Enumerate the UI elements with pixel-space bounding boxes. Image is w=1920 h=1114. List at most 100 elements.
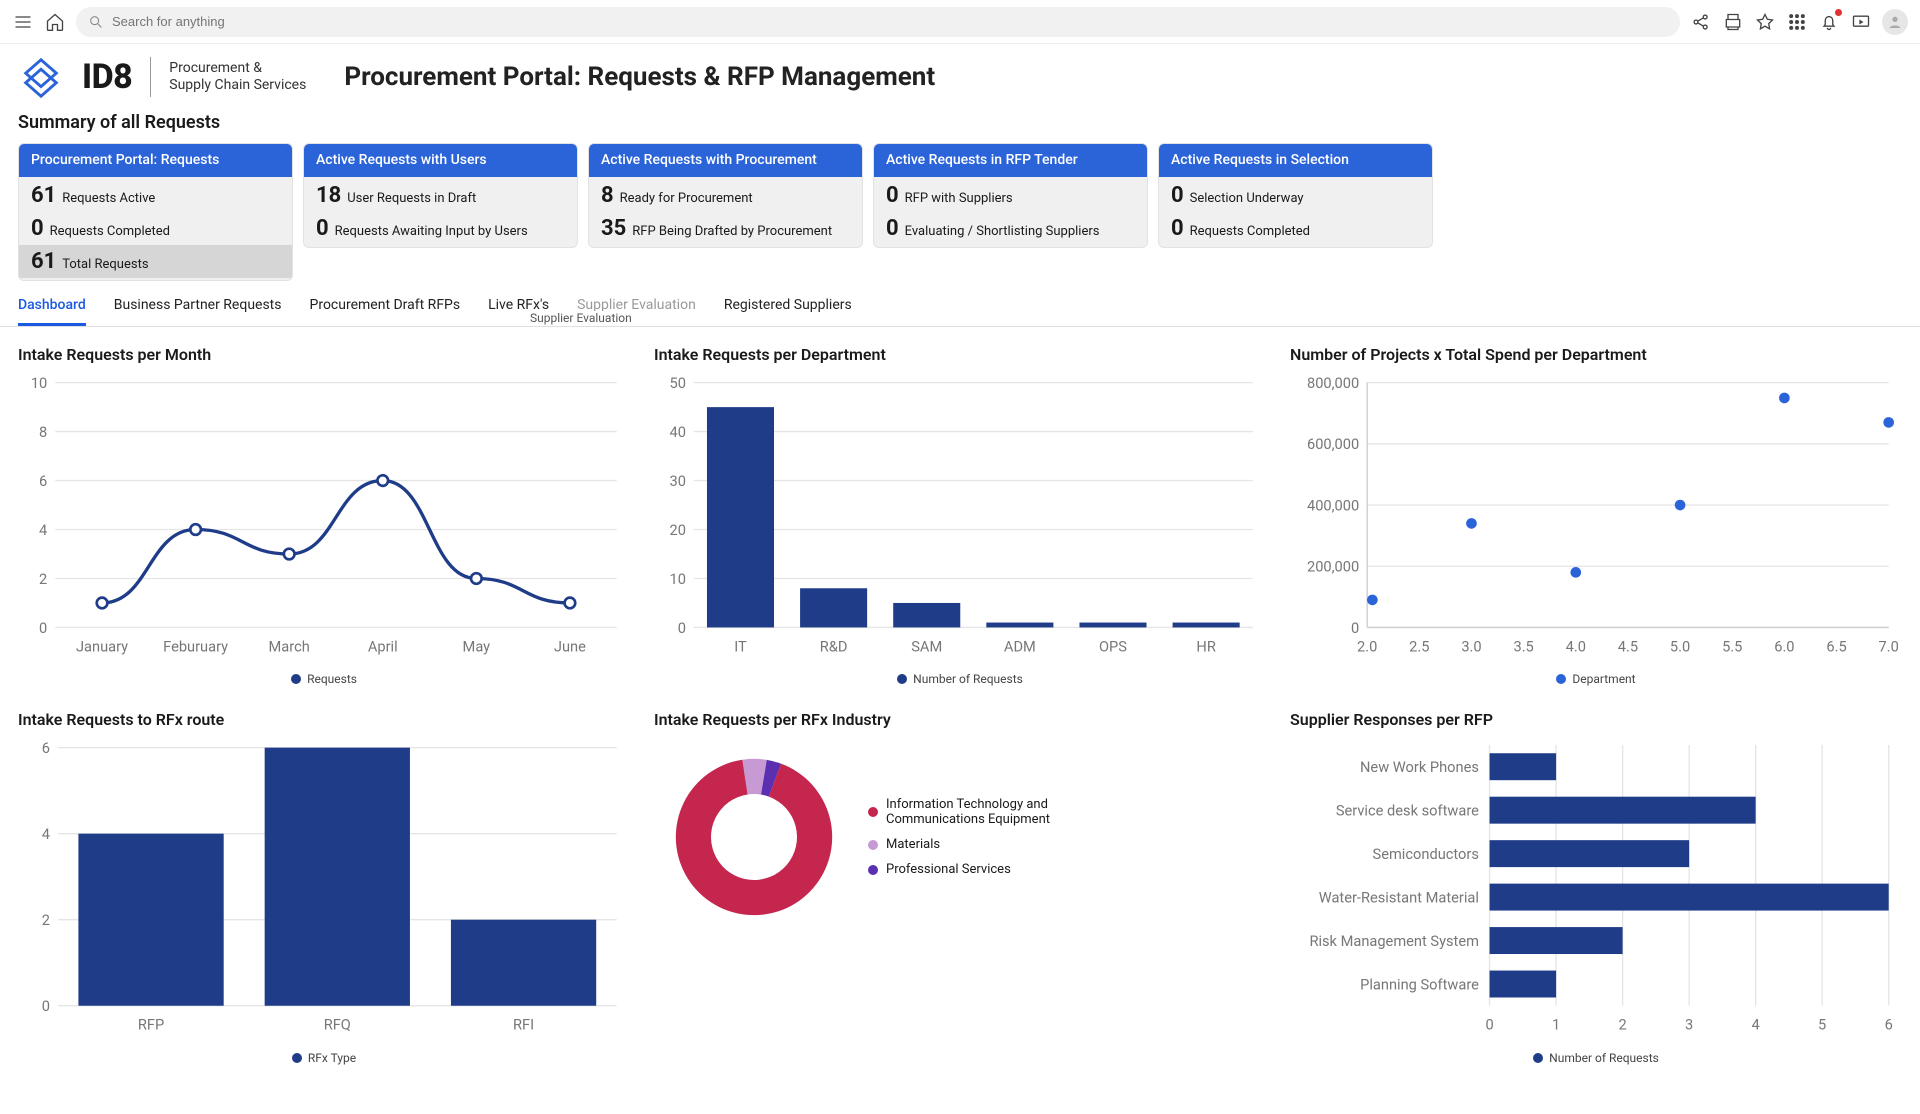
svg-text:10: 10 [669, 570, 685, 588]
bell-icon[interactable] [1818, 11, 1840, 33]
legend-projects-spend: Department [1290, 672, 1902, 686]
brand-header: ID8 Procurement & Supply Chain Services … [0, 44, 1920, 106]
summary-label: Summary of all Requests [0, 106, 1920, 143]
svg-text:June: June [554, 637, 586, 655]
svg-text:4: 4 [42, 825, 50, 843]
search-icon [88, 14, 104, 30]
chart-title: Intake Requests per RFx Industry [654, 710, 1266, 729]
search-bar[interactable] [76, 7, 1680, 37]
avatar[interactable] [1882, 9, 1908, 35]
svg-text:5.5: 5.5 [1722, 637, 1742, 655]
card-header: Active Requests with Procurement [589, 144, 862, 177]
chart-title: Intake Requests to RFx route [18, 710, 630, 729]
hamburger-icon[interactable] [12, 11, 34, 33]
svg-text:1: 1 [1552, 1016, 1560, 1034]
legend-supplier-resp: Number of Requests [1290, 1051, 1902, 1065]
svg-text:2: 2 [1618, 1016, 1626, 1034]
brand-subtitle: Procurement & Supply Chain Services [169, 60, 306, 95]
star-icon[interactable] [1754, 11, 1776, 33]
svg-text:10: 10 [31, 374, 47, 392]
svg-text:0: 0 [1485, 1016, 1493, 1034]
panel-rfx-industry: Intake Requests per RFx Industry Informa… [654, 710, 1266, 1065]
chart-rfx-industry [654, 737, 854, 937]
card-row: 0Requests Awaiting Input by Users [304, 212, 577, 245]
card-row: 0Selection Underway [1159, 179, 1432, 212]
chart-intake-dept: 01020304050ITR&DSAMADMOPSHR [654, 372, 1266, 665]
search-input[interactable] [112, 14, 1668, 29]
svg-text:2: 2 [39, 570, 47, 588]
svg-text:Feburuary: Feburuary [163, 637, 228, 655]
card-header: Active Requests with Users [304, 144, 577, 177]
tab-business-partner-requests[interactable]: Business Partner Requests [114, 297, 282, 326]
tab-registered-suppliers[interactable]: Registered Suppliers [724, 297, 852, 326]
card-row: 0Requests Completed [19, 212, 292, 245]
svg-text:0: 0 [678, 619, 686, 637]
home-icon[interactable] [44, 11, 66, 33]
chart-supplier-resp: 0123456New Work PhonesService desk softw… [1290, 737, 1902, 1043]
svg-text:6: 6 [1885, 1016, 1893, 1034]
summary-card[interactable]: Procurement Portal: Requests61Requests A… [18, 143, 293, 281]
svg-text:OPS: OPS [1099, 637, 1127, 655]
charts-grid: Intake Requests per Month 0246810January… [0, 327, 1920, 1084]
svg-text:Service desk software: Service desk software [1336, 802, 1479, 820]
svg-text:3.0: 3.0 [1461, 637, 1481, 655]
summary-card[interactable]: Active Requests in RFP Tender0RFP with S… [873, 143, 1148, 248]
card-header: Active Requests in RFP Tender [874, 144, 1147, 177]
card-row: 61Requests Active [19, 179, 292, 212]
svg-text:600,000: 600,000 [1307, 435, 1359, 453]
panel-rfx-route: Intake Requests to RFx route 0246RFPRFQR… [18, 710, 630, 1065]
svg-text:2.5: 2.5 [1409, 637, 1429, 655]
svg-text:800,000: 800,000 [1307, 374, 1359, 392]
svg-text:Risk Management System: Risk Management System [1309, 932, 1478, 950]
svg-text:200,000: 200,000 [1307, 557, 1359, 575]
svg-text:6: 6 [42, 739, 50, 757]
page-title: Procurement Portal: Requests & RFP Manag… [344, 62, 935, 92]
summary-cards: Procurement Portal: Requests61Requests A… [0, 143, 1920, 281]
summary-card[interactable]: Active Requests with Procurement8Ready f… [588, 143, 863, 248]
svg-text:RFI: RFI [513, 1016, 534, 1034]
print-icon[interactable] [1722, 11, 1744, 33]
legend-intake-dept: Number of Requests [654, 672, 1266, 686]
svg-text:20: 20 [669, 521, 685, 539]
svg-text:30: 30 [669, 472, 685, 490]
card-row: 0RFP with Suppliers [874, 179, 1147, 212]
svg-text:0: 0 [42, 998, 50, 1016]
svg-text:Water-Resistant Material: Water-Resistant Material [1319, 889, 1479, 907]
chart-title: Supplier Responses per RFP [1290, 710, 1902, 729]
legend-item: Professional Services [868, 862, 1066, 877]
chart-projects-spend: 0200,000400,000600,000800,0002.02.53.03.… [1290, 372, 1902, 665]
svg-text:R&D: R&D [820, 637, 848, 655]
svg-text:3.5: 3.5 [1513, 637, 1533, 655]
svg-text:January: January [76, 637, 128, 655]
svg-text:RFQ: RFQ [324, 1016, 351, 1034]
panel-intake-month: Intake Requests per Month 0246810January… [18, 345, 630, 687]
share-icon[interactable] [1690, 11, 1712, 33]
svg-text:8: 8 [39, 423, 47, 441]
legend-rfx-route: RFx Type [18, 1051, 630, 1065]
card-row: 61Total Requests [19, 245, 292, 278]
brand-logo-icon [18, 54, 64, 100]
svg-text:May: May [463, 637, 491, 655]
svg-text:March: March [269, 637, 310, 655]
svg-text:4.5: 4.5 [1618, 637, 1638, 655]
svg-text:2.0: 2.0 [1357, 637, 1377, 655]
svg-text:IT: IT [734, 637, 747, 655]
svg-text:3: 3 [1685, 1016, 1693, 1034]
svg-text:40: 40 [669, 423, 685, 441]
summary-card[interactable]: Active Requests in Selection0Selection U… [1158, 143, 1433, 248]
tab-procurement-draft-rfps[interactable]: Procurement Draft RFPs [310, 297, 461, 326]
legend-rfx-industry: Information Technology and Communication… [868, 797, 1066, 877]
card-row: 8Ready for Procurement [589, 179, 862, 212]
card-header: Active Requests in Selection [1159, 144, 1432, 177]
svg-text:HR: HR [1196, 637, 1215, 655]
card-row: 0Requests Completed [1159, 212, 1432, 245]
svg-text:4: 4 [39, 521, 47, 539]
presentation-icon[interactable] [1850, 11, 1872, 33]
summary-card[interactable]: Active Requests with Users18User Request… [303, 143, 578, 248]
svg-text:April: April [368, 637, 398, 655]
brand-name: ID8 [82, 57, 132, 97]
chart-rfx-route: 0246RFPRFQRFI [18, 737, 630, 1043]
apps-grid-icon[interactable] [1786, 11, 1808, 33]
tab-dashboard[interactable]: Dashboard [18, 297, 86, 326]
legend-item: Materials [868, 837, 1066, 852]
